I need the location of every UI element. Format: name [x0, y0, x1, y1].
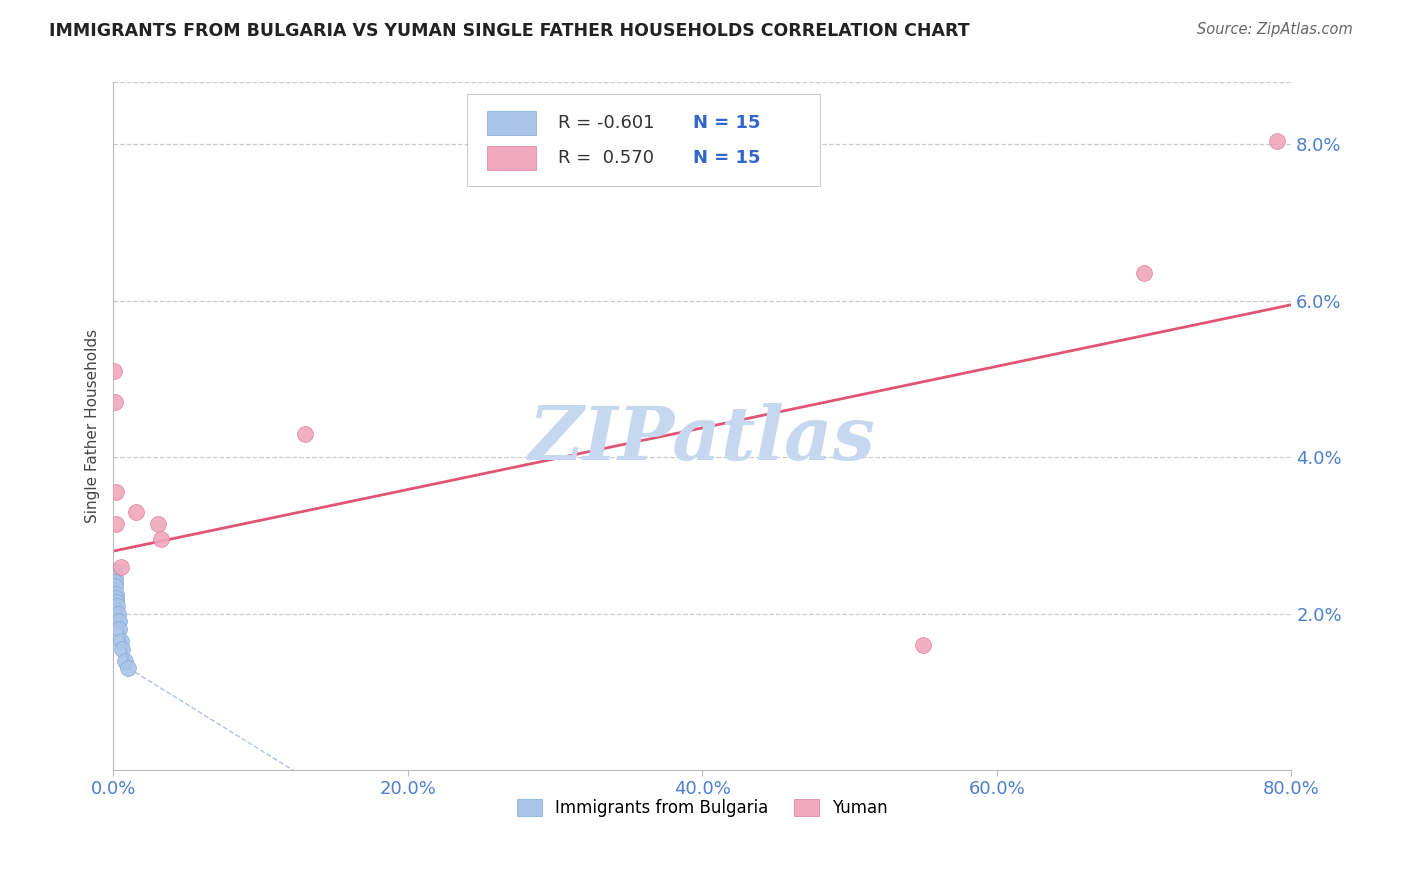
- Point: [107, 615, 129, 629]
- Point: [117, 661, 139, 675]
- Point: [104, 485, 127, 500]
- Point: [103, 564, 125, 578]
- Point: [105, 591, 128, 605]
- Text: R =  0.570: R = 0.570: [558, 149, 654, 167]
- Text: IMMIGRANTS FROM BULGARIA VS YUMAN SINGLE FATHER HOUSEHOLDS CORRELATION CHART: IMMIGRANTS FROM BULGARIA VS YUMAN SINGLE…: [49, 22, 970, 40]
- Text: R = -0.601: R = -0.601: [558, 114, 654, 132]
- Point: [110, 634, 132, 648]
- Point: [105, 516, 128, 531]
- Point: [146, 516, 169, 531]
- Point: [104, 587, 127, 601]
- Text: ZIPatlas: ZIPatlas: [529, 403, 876, 476]
- Point: [124, 505, 146, 519]
- Point: [103, 364, 125, 378]
- Text: N = 15: N = 15: [693, 114, 761, 132]
- Point: [104, 575, 127, 590]
- Point: [1133, 267, 1156, 281]
- Point: [104, 395, 127, 409]
- Point: [105, 599, 128, 613]
- Text: Source: ZipAtlas.com: Source: ZipAtlas.com: [1197, 22, 1353, 37]
- Point: [114, 654, 136, 668]
- Point: [912, 638, 935, 652]
- Y-axis label: Single Father Households: Single Father Households: [86, 329, 100, 523]
- Legend: Immigrants from Bulgaria, Yuman: Immigrants from Bulgaria, Yuman: [510, 792, 894, 823]
- FancyBboxPatch shape: [467, 94, 820, 186]
- Text: N = 15: N = 15: [693, 149, 761, 167]
- Point: [149, 533, 172, 547]
- Point: [110, 559, 132, 574]
- Point: [104, 571, 127, 585]
- Point: [108, 622, 131, 636]
- Point: [1265, 134, 1288, 148]
- FancyBboxPatch shape: [486, 112, 536, 136]
- Point: [107, 607, 129, 621]
- FancyBboxPatch shape: [486, 145, 536, 169]
- Point: [105, 595, 128, 609]
- Point: [294, 426, 316, 441]
- Point: [111, 641, 134, 656]
- Point: [104, 579, 127, 593]
